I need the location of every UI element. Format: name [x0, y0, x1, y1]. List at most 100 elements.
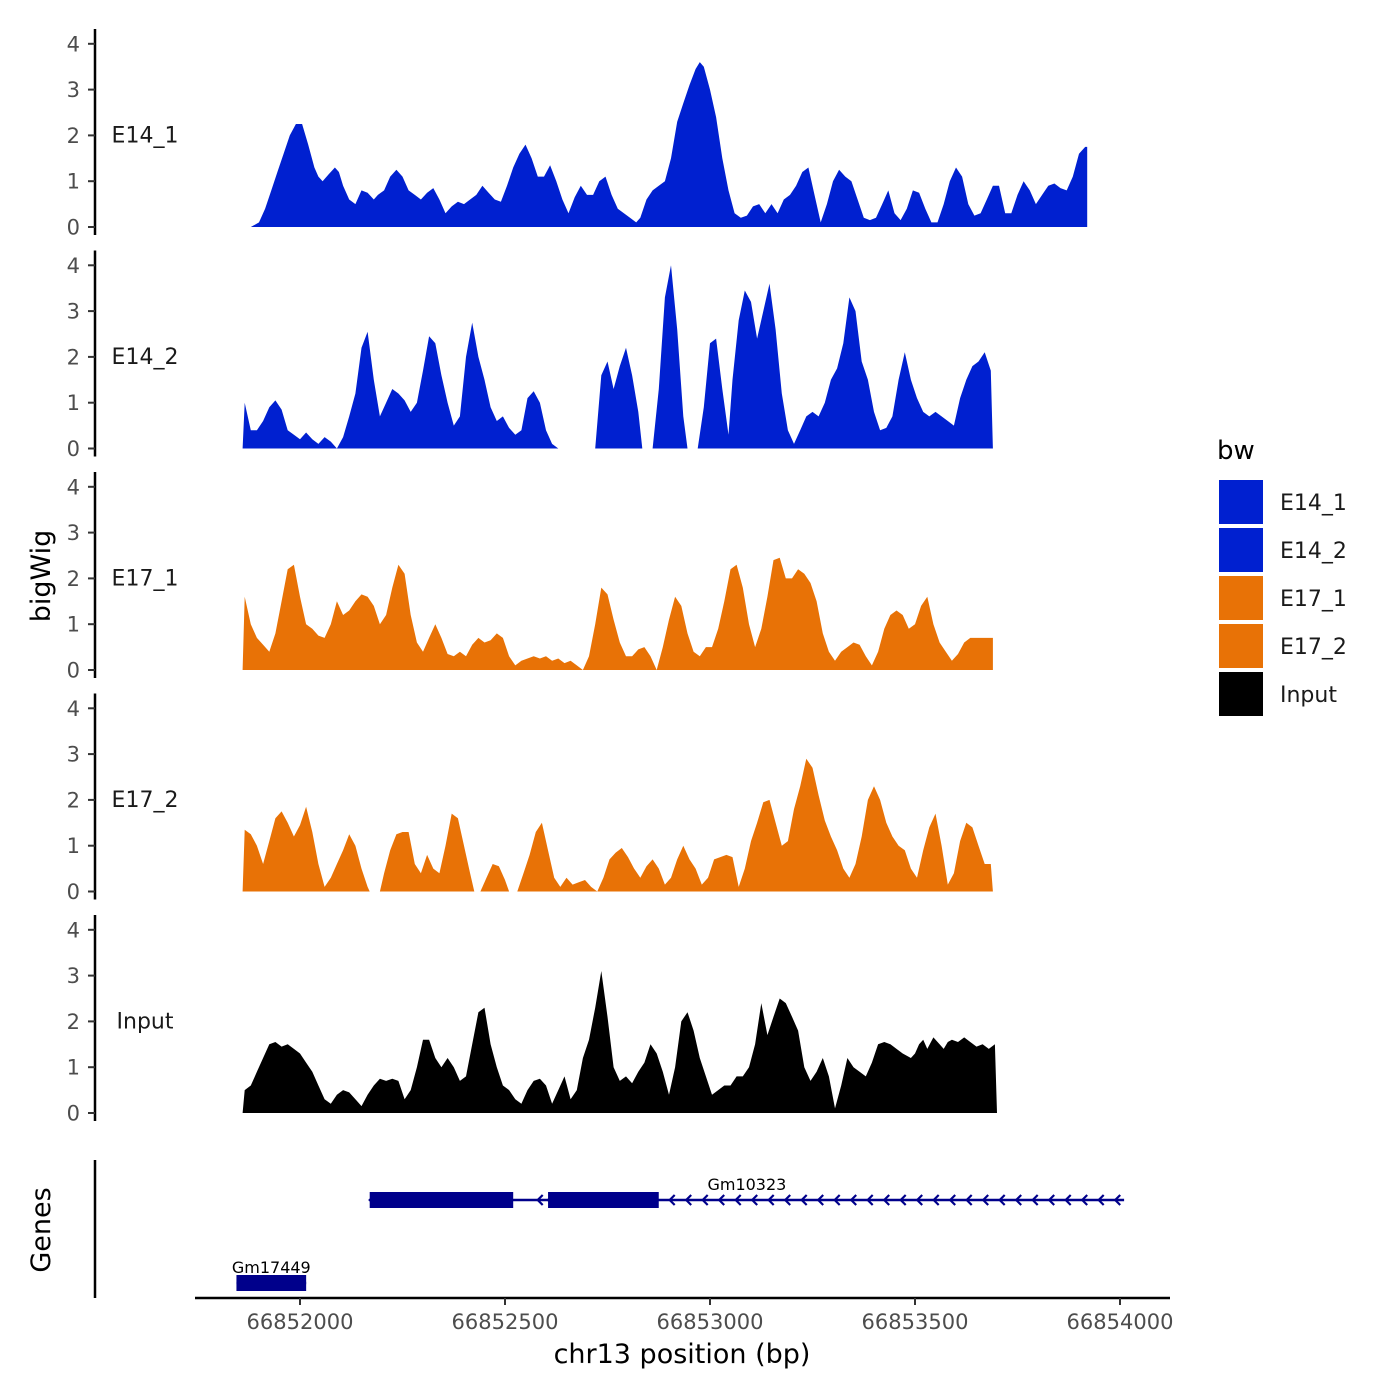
coverage-area [697, 283, 993, 449]
strand-arrow [882, 1194, 890, 1206]
y-axis-title: bigWig [26, 530, 57, 623]
y-tick-label: 4 [67, 254, 80, 278]
y-tick-label: 2 [67, 345, 80, 369]
legend-title: bw [1217, 436, 1255, 466]
x-tick-label: 66854000 [1067, 1310, 1174, 1334]
strand-arrow [536, 1194, 544, 1206]
legend-label: E14_1 [1280, 491, 1347, 516]
strand-arrow [1080, 1194, 1088, 1206]
track-input: 0 1 2 3 4 Input [67, 915, 998, 1126]
strand-arrow [717, 1194, 725, 1206]
y-tick-label: 4 [67, 475, 80, 499]
y-tick-label: 4 [67, 32, 80, 56]
legend-swatch-e14-1 [1219, 480, 1263, 524]
strand-arrow [800, 1194, 808, 1206]
y-tick-label: 3 [67, 964, 80, 988]
y-tick-label: 0 [67, 216, 80, 240]
coverage-area [379, 813, 475, 892]
strand-arrow [1031, 1194, 1039, 1206]
y-tick-label: 3 [67, 521, 80, 545]
y-tick-label: 1 [67, 834, 80, 858]
y-tick-label: 2 [67, 788, 80, 812]
y-tick-label: 2 [67, 567, 80, 591]
coverage-area [242, 971, 998, 1113]
x-tick-label: 66852000 [247, 1310, 354, 1334]
y-tick-label: 1 [67, 613, 80, 637]
genes-axis-title: Genes [26, 1187, 57, 1272]
genes-layer: Gm10323 Gm17449 [232, 1175, 1125, 1291]
track-e17-2: 0 1 2 3 4 E17_2 [67, 693, 993, 904]
strand-arrow [981, 1194, 989, 1206]
track-label: E17_2 [112, 788, 179, 813]
strand-arrow [668, 1194, 676, 1206]
legend-swatch-e17-1 [1219, 576, 1263, 620]
gene-exon [548, 1192, 659, 1208]
coverage-area [242, 557, 993, 670]
y-tick-label: 3 [67, 743, 80, 767]
legend-label: E17_1 [1280, 587, 1347, 612]
strand-arrow [965, 1194, 973, 1206]
y-tick-label: 4 [67, 697, 80, 721]
track-label: E17_1 [112, 566, 179, 591]
coverage-area [242, 322, 559, 449]
legend-swatch-e17-2 [1219, 624, 1263, 668]
y-tick-label: 3 [67, 300, 80, 324]
coverage-area [250, 62, 1088, 227]
coverage-area [480, 864, 510, 892]
y-tick-label: 0 [67, 880, 80, 904]
x-tick-label: 66853500 [862, 1310, 969, 1334]
strand-arrow [866, 1194, 874, 1206]
track-label: E14_2 [112, 345, 179, 370]
tracks-layer: 0 1 2 3 4 E14_1 0 1 2 3 4 E14_2 0 1 2 3 4 E17_1 0 1 2 3 4 E17_2… [67, 29, 1088, 1126]
x-tick-label: 66853000 [657, 1310, 764, 1334]
gene-gm17449: Gm17449 [232, 1258, 311, 1291]
strand-arrow [849, 1194, 857, 1206]
strand-arrow [833, 1194, 841, 1206]
strand-arrow [915, 1194, 923, 1206]
gene-exon [369, 1192, 514, 1208]
x-tick-label: 66852500 [452, 1310, 559, 1334]
track-label: E14_1 [112, 123, 179, 148]
gene-gm10323: Gm10323 [368, 1175, 1125, 1208]
y-tick-label: 4 [67, 918, 80, 942]
strand-arrow [783, 1194, 791, 1206]
gene-exon [236, 1275, 307, 1291]
strand-arrow [948, 1194, 956, 1206]
coverage-area [652, 265, 688, 449]
strand-arrow [1047, 1194, 1055, 1206]
x-axis-title: chr13 position (bp) [554, 1339, 811, 1370]
track-e14-2: 0 1 2 3 4 E14_2 [67, 250, 993, 461]
y-tick-label: 0 [67, 1102, 80, 1126]
strand-arrow [684, 1194, 692, 1206]
y-tick-label: 3 [67, 78, 80, 102]
track-e17-1: 0 1 2 3 4 E17_1 [67, 472, 993, 683]
y-tick-label: 1 [67, 391, 80, 415]
track-e14-1: 0 1 2 3 4 E14_1 [67, 29, 1088, 240]
gene-label: Gm17449 [232, 1258, 311, 1277]
gene-label: Gm10323 [707, 1175, 786, 1194]
strand-arrow [1064, 1194, 1072, 1206]
legend: bw E14_1 E14_2 E17_1 E17_2 Input [1217, 436, 1347, 716]
legend-label: Input [1280, 683, 1337, 708]
strand-arrow [734, 1194, 742, 1206]
strand-arrow [767, 1194, 775, 1206]
legend-swatch-input [1219, 672, 1263, 716]
strand-arrow [1097, 1194, 1105, 1206]
y-tick-label: 0 [67, 659, 80, 683]
y-tick-label: 1 [67, 1056, 80, 1080]
coverage-area [595, 347, 643, 449]
strand-arrow [816, 1194, 824, 1206]
strand-arrow [1014, 1194, 1022, 1206]
y-tick-label: 2 [67, 1010, 80, 1034]
legend-label: E14_2 [1280, 539, 1347, 564]
strand-arrow [701, 1194, 709, 1206]
coverage-area [517, 758, 993, 892]
y-tick-label: 0 [67, 437, 80, 461]
track-label: Input [117, 1009, 174, 1034]
x-axis-ticks: 66852000 66852500 66853000 66853500 66854000 [247, 1298, 1174, 1334]
strand-arrow [899, 1194, 907, 1206]
y-tick-label: 2 [67, 124, 80, 148]
strand-arrow [1113, 1194, 1121, 1206]
y-tick-label: 1 [67, 170, 80, 194]
